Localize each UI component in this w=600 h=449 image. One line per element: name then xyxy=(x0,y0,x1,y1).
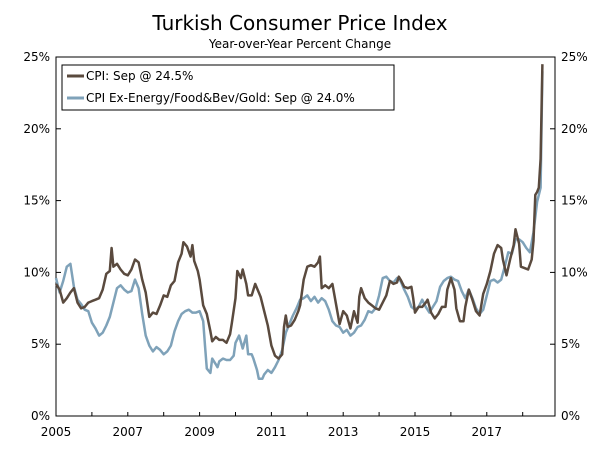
x-tick-label: 2011 xyxy=(256,425,287,439)
legend-label-cpi: CPI: Sep @ 24.5% xyxy=(86,69,193,83)
legend-label-core-cpi: CPI Ex-Energy/Food&Bev/Gold: Sep @ 24.0% xyxy=(86,91,355,105)
legend: CPI: Sep @ 24.5% CPI Ex-Energy/Food&Bev/… xyxy=(61,64,395,111)
x-tick-label: 2009 xyxy=(184,425,215,439)
y-tick-label-left: 20% xyxy=(23,122,50,136)
series-line-core-cpi xyxy=(54,71,544,380)
chart-title: Turkish Consumer Price Index xyxy=(151,11,447,35)
x-tick-label: 2015 xyxy=(400,425,431,439)
axis-ticks: 0% 0% 5% 5% 10% 10% 15% 15% 20% 20% 25% 25% 2005 2007… xyxy=(23,50,587,439)
y-tick-label-right: 10% xyxy=(561,265,588,279)
y-tick-label-left: 5% xyxy=(31,337,50,351)
y-tick-label-left: 25% xyxy=(23,50,50,64)
y-tick-label-right: 15% xyxy=(561,194,588,208)
x-tick-label: 2017 xyxy=(472,425,503,439)
y-tick-label-left: 10% xyxy=(23,265,50,279)
y-tick-label-right: 0% xyxy=(561,409,580,423)
series-line-cpi xyxy=(54,64,544,360)
x-tick-label: 2007 xyxy=(113,425,144,439)
y-tick-label-right: 20% xyxy=(561,122,588,136)
x-tick-label: 2005 xyxy=(41,425,72,439)
chart-subtitle: Year-over-Year Percent Change xyxy=(208,37,391,51)
y-tick-label-right: 5% xyxy=(561,337,580,351)
series-lines xyxy=(54,64,544,380)
legend-box xyxy=(61,64,395,111)
y-tick-label-left: 15% xyxy=(23,194,50,208)
x-tick-label: 2013 xyxy=(328,425,359,439)
plot-frame xyxy=(55,56,556,417)
y-tick-label-right: 25% xyxy=(561,50,588,64)
y-tick-label-left: 0% xyxy=(31,409,50,423)
